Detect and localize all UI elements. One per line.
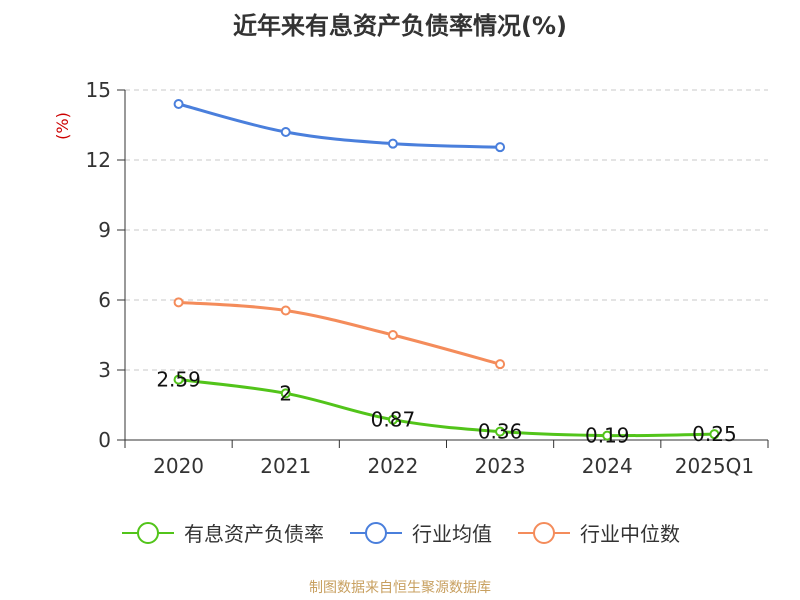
y-tick-label: 6 [98, 288, 111, 312]
data-point [173, 297, 184, 308]
y-tick-label: 15 [86, 78, 111, 102]
series-line [178, 102, 501, 149]
data-point [387, 414, 398, 425]
data-label: 0.36 [478, 420, 523, 444]
data-point [280, 127, 291, 137]
legend-swatch-icon [122, 521, 174, 544]
x-tick-label: 2022 [367, 454, 418, 478]
legend-marker-icon [365, 521, 387, 544]
data-label: 0.87 [371, 408, 416, 432]
data-point [495, 359, 506, 370]
data-label: 2.59 [156, 368, 201, 392]
data-label: 2 [279, 381, 292, 405]
legend-marker-icon [533, 521, 555, 544]
y-tick-label: 12 [86, 148, 111, 172]
x-tick-label: 2025Q1 [675, 454, 754, 478]
data-point [387, 138, 398, 149]
legend-label: 行业中位数 [580, 522, 680, 546]
data-labels: 2.59 2 0.87 0.36 0.19 0.25 [156, 368, 736, 448]
data-point [173, 99, 184, 109]
grid-lines [125, 89, 768, 371]
legend: 有息资产负债率 行业均值 行业中位数 [0, 518, 800, 547]
legend-marker-icon [137, 521, 159, 544]
x-tick-label: 2024 [582, 454, 633, 478]
data-point [495, 426, 506, 437]
series-group [173, 99, 720, 441]
legend-swatch-icon [518, 521, 570, 544]
data-point [280, 305, 291, 316]
legend-label: 行业均值 [412, 522, 492, 546]
axes [117, 89, 769, 448]
chart-title: 近年来有息资产负债率情况(%) [233, 12, 567, 40]
legend-swatch-icon [350, 521, 402, 544]
data-point [709, 429, 720, 440]
y-tick-label: 0 [98, 428, 111, 452]
data-point [387, 330, 398, 340]
data-point [602, 430, 613, 441]
data-point [173, 374, 184, 385]
data-label: 0.25 [692, 422, 737, 446]
x-tick-label: 2020 [153, 454, 204, 478]
series-line [178, 300, 501, 366]
data-label: 0.19 [585, 424, 630, 448]
y-tick-label: 3 [98, 358, 111, 382]
data-point [280, 388, 291, 399]
legend-label: 有息资产负债率 [184, 522, 324, 546]
y-axis-label: (%) [53, 112, 72, 140]
x-tick-labels: 2020 2021 2022 2023 2024 2025Q1 [153, 454, 754, 478]
y-tick-labels: 0 3 6 9 12 15 [86, 78, 111, 452]
series-line [178, 378, 715, 438]
data-point [495, 142, 506, 153]
legend-item-series-1[interactable]: 行业均值 [348, 518, 492, 547]
data-source-footer: 制图数据来自恒生聚源数据库 [309, 580, 491, 596]
x-tick-label: 2021 [260, 454, 311, 478]
y-tick-label: 9 [98, 218, 111, 242]
legend-item-series-0[interactable]: 有息资产负债率 [120, 518, 324, 547]
legend-item-series-2[interactable]: 行业中位数 [516, 518, 680, 547]
x-tick-label: 2023 [475, 454, 526, 478]
